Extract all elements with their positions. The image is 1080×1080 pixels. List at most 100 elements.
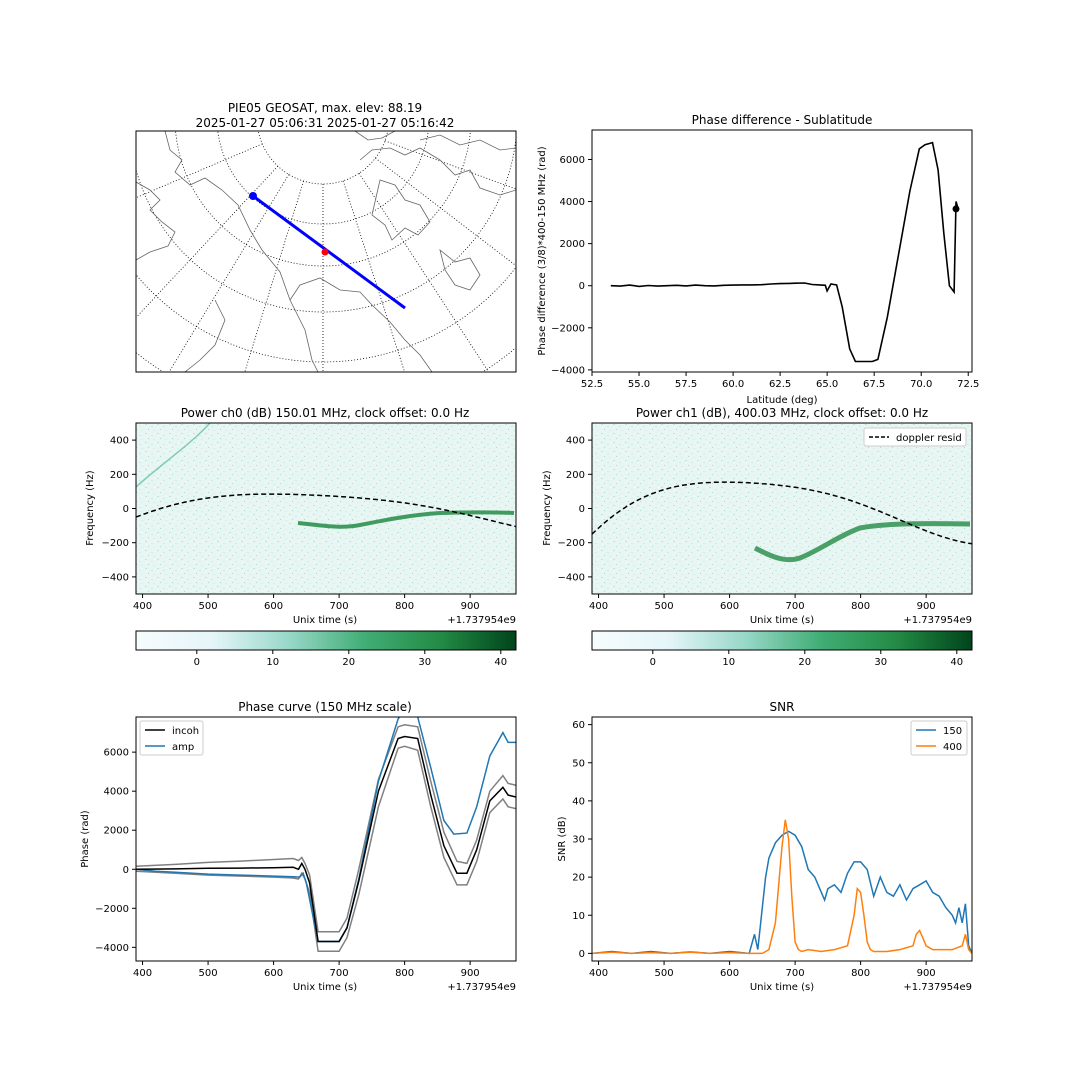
- power-ch0-ticks: 400 500 600 700 800 900 −400 −200 0 200 400: [102, 436, 480, 612]
- power-ch1-legend: doppler resid: [863, 427, 967, 447]
- phase-curve-frame: [135, 716, 517, 962]
- y-tick-label: 2000: [560, 239, 585, 250]
- x-tick-label: 500: [199, 968, 218, 979]
- y-tick-label: −200: [558, 538, 585, 549]
- power-ch1-ticks: 400 500 600 700 800 900 −400 −200 0 200 400: [558, 436, 936, 612]
- y-tick-label: 4000: [560, 197, 585, 208]
- phase-diff-title: Phase difference - Sublatitude: [692, 113, 873, 127]
- power-ch1-panel: Power ch1 (dB), 400.03 MHz, clock offset…: [542, 406, 973, 668]
- phase-diff-line: [610, 141, 959, 363]
- colorbar-tick-label: 40: [950, 657, 963, 668]
- x-tick-label: 900: [461, 968, 480, 979]
- map-satellite-track: [252, 194, 406, 310]
- y-tick-label: 6000: [104, 748, 129, 759]
- snr-frame: [591, 716, 973, 962]
- colorbar-tick-label: 10: [266, 657, 279, 668]
- y-tick-label: 200: [566, 470, 585, 481]
- map-panel: PIE05 GEOSAT, max. elev: 88.19 2025-01-2…: [135, 101, 517, 373]
- snr-legend-400: 400: [943, 742, 962, 753]
- colorbar-tick-label: 20: [798, 657, 811, 668]
- power-ch1-colorbar-ticks: 0 10 20 30 40: [650, 650, 963, 668]
- snr-x-offset: +1.737954e9: [903, 982, 972, 993]
- map-subtitle: 2025-01-27 05:06:31 2025-01-27 05:16:42: [196, 116, 455, 130]
- phase-curve-legend: incoh amp: [139, 720, 204, 756]
- power-ch1-heatmap: [592, 423, 972, 594]
- power-ch0-colorbar: [135, 630, 517, 651]
- y-tick-label: −4000: [551, 365, 585, 376]
- x-tick-label: 800: [395, 601, 414, 612]
- phase-curve-ylabel: Phase (rad): [80, 810, 91, 868]
- y-tick-label: 50: [572, 758, 585, 769]
- power-ch1-title: Power ch1 (dB), 400.03 MHz, clock offset…: [636, 406, 928, 420]
- x-tick-label: 67.5: [863, 379, 885, 390]
- power-ch0-colorbar-ticks: 0 10 20 30 40: [194, 650, 507, 668]
- x-tick-label: 900: [461, 601, 480, 612]
- y-tick-label: 10: [572, 911, 585, 922]
- y-tick-label: −400: [558, 572, 585, 583]
- snr-ylabel: SNR (dB): [557, 816, 568, 861]
- power-ch0-frame: [135, 422, 517, 595]
- phase-curve-lower-bound: [136, 745, 516, 952]
- map-track-mid-marker: [321, 248, 329, 256]
- x-tick-label: 600: [720, 601, 739, 612]
- phase-diff-frame: [591, 129, 973, 373]
- x-tick-label: 900: [917, 601, 936, 612]
- x-tick-label: 400: [133, 968, 152, 979]
- phase-curve-ticks: 400 500 600 700 800 900 −4000 −2000 0 2000 4000 600…: [95, 748, 480, 979]
- x-tick-label: 600: [720, 968, 739, 979]
- y-tick-label: 30: [572, 835, 585, 846]
- colorbar-tick-label: 40: [494, 657, 507, 668]
- y-tick-label: 0: [579, 281, 585, 292]
- x-tick-label: 800: [395, 968, 414, 979]
- colorbar-tick-label: 20: [342, 657, 355, 668]
- x-tick-label: 72.5: [957, 379, 979, 390]
- x-tick-label: 600: [264, 601, 283, 612]
- y-tick-label: 60: [572, 720, 585, 731]
- x-tick-label: 700: [330, 601, 349, 612]
- x-tick-label: 600: [264, 968, 283, 979]
- power-ch0-x-offset: +1.737954e9: [447, 615, 516, 626]
- y-tick-label: −400: [102, 572, 129, 583]
- snr-legend-150: 150: [943, 726, 962, 737]
- phase-diff-panel: Phase difference - Sublatitude 52.5 55.0 5…: [537, 113, 979, 406]
- map-track-start-marker: [249, 192, 257, 200]
- phase-diff-ticks: 52.5 55.0 57.5 60.0 62.5 65.0 67.5 70.0 72.5 −400…: [551, 155, 979, 390]
- y-tick-label: −200: [102, 538, 129, 549]
- power-ch1-legend-label: doppler resid: [896, 433, 962, 444]
- x-tick-label: 400: [133, 601, 152, 612]
- x-tick-label: 62.5: [769, 379, 791, 390]
- phase-curve-title: Phase curve (150 MHz scale): [238, 700, 412, 714]
- x-tick-label: 700: [786, 968, 805, 979]
- power-ch1-colorbar: [591, 630, 973, 651]
- snr-title: SNR: [770, 700, 795, 714]
- y-tick-label: 2000: [104, 826, 129, 837]
- colorbar-tick-label: 30: [418, 657, 431, 668]
- power-ch0-doppler-line: [136, 493, 516, 528]
- phase-curve-xlabel: Unix time (s): [293, 982, 357, 993]
- power-ch1-x-offset: +1.737954e9: [903, 615, 972, 626]
- snr-ticks: 400 500 600 700 800 900 0 10 20 30 40 50 60: [572, 720, 935, 979]
- x-tick-label: 52.5: [581, 379, 603, 390]
- y-tick-label: −2000: [551, 323, 585, 334]
- power-ch0-title: Power ch0 (dB) 150.01 MHz, clock offset:…: [181, 406, 470, 420]
- phase-diff-current-marker: [952, 205, 960, 213]
- x-tick-label: 800: [851, 968, 870, 979]
- y-tick-label: 4000: [104, 787, 129, 798]
- phase-curve-panel: Phase curve (150 MHz scale) 400 500 600 700…: [80, 700, 517, 993]
- power-ch0-signal-trace: [297, 510, 515, 529]
- map-title: PIE05 GEOSAT, max. elev: 88.19: [228, 101, 422, 115]
- colorbar-tick-label: 10: [722, 657, 735, 668]
- y-tick-label: 6000: [560, 155, 585, 166]
- power-ch0-panel: Power ch0 (dB) 150.01 MHz, clock offset:…: [85, 406, 517, 668]
- x-tick-label: 57.5: [675, 379, 697, 390]
- power-ch0-heatmap: [136, 423, 516, 594]
- snr-legend: 150 400: [910, 720, 968, 756]
- x-tick-label: 500: [655, 601, 674, 612]
- y-tick-label: −2000: [95, 904, 129, 915]
- y-tick-label: 0: [579, 949, 585, 960]
- y-tick-label: 0: [123, 865, 129, 876]
- y-tick-label: 20: [572, 873, 585, 884]
- y-tick-label: 40: [572, 796, 585, 807]
- x-tick-label: 70.0: [910, 379, 932, 390]
- x-tick-label: 55.0: [628, 379, 650, 390]
